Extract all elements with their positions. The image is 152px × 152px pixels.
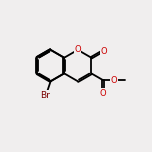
Text: O: O bbox=[74, 45, 81, 54]
Text: Br: Br bbox=[40, 91, 50, 100]
Text: O: O bbox=[111, 76, 117, 85]
Text: O: O bbox=[101, 47, 107, 56]
Text: O: O bbox=[100, 89, 106, 98]
